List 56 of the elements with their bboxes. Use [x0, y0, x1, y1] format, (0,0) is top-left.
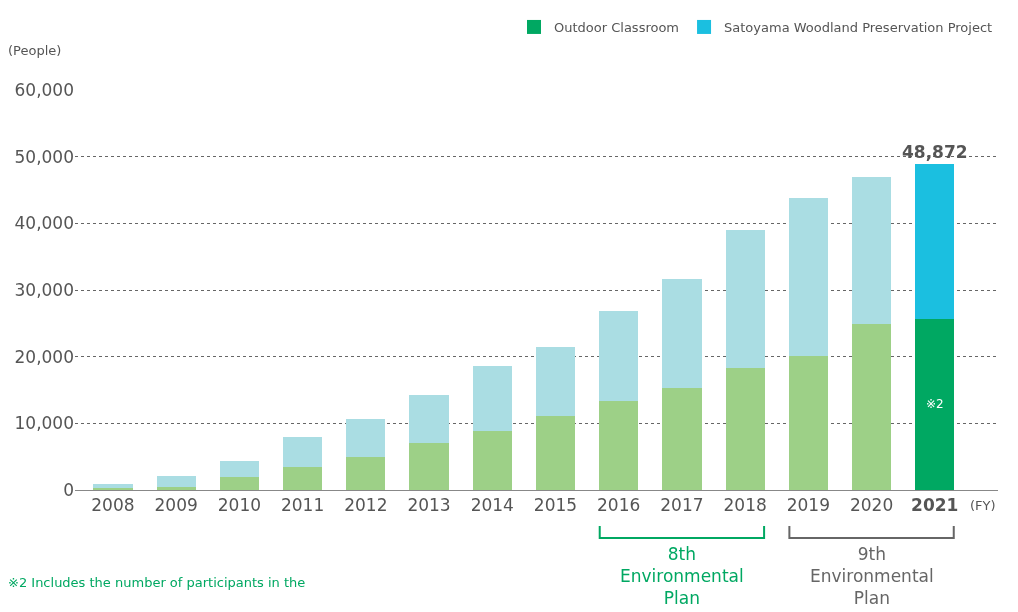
bar: [472, 430, 512, 490]
x-tick-label: 2020: [849, 495, 894, 516]
bar: [219, 476, 259, 490]
y-tick-label: 60,000: [14, 79, 74, 100]
x-axis-title: (FY): [970, 498, 996, 513]
text: 9th Environmental Plan: [810, 544, 934, 609]
text: ※2 Includes the number of participants in the: [8, 575, 306, 590]
total-label: 48,872: [902, 142, 968, 162]
y-tick-label: 20,000: [14, 346, 74, 367]
x-tick-label: 2009: [154, 495, 198, 516]
bar: [915, 164, 955, 319]
bar: [219, 461, 259, 477]
bar: [409, 443, 449, 490]
bar: [851, 176, 892, 324]
bar: [662, 388, 702, 490]
x-tick-label: 2021: [911, 495, 959, 516]
bar: [915, 318, 955, 490]
bar: [535, 416, 576, 490]
x-tick-label: 2016: [597, 495, 641, 516]
y-tick-label: 10,000: [14, 413, 74, 434]
x-tick-label: 2015: [533, 495, 578, 516]
y-tick-label: 30,000: [14, 279, 74, 300]
bar: [725, 368, 765, 490]
bar: [409, 394, 449, 444]
bar: [599, 311, 639, 402]
annotation: ※2: [926, 397, 944, 411]
x-tick-label: 2019: [786, 495, 830, 516]
x-tick-label: 2017: [660, 495, 704, 516]
x-tick-label: 2010: [217, 495, 261, 516]
y-tick-label: 50,000: [14, 146, 74, 167]
bar: [599, 401, 639, 490]
x-tick-label: 2011: [280, 495, 325, 516]
bar: [788, 356, 828, 490]
bar: [662, 278, 702, 388]
x-tick-label: 2008: [91, 495, 135, 516]
y-axis-title: (People): [8, 43, 62, 58]
y-tick-label: 40,000: [14, 213, 74, 234]
y-tick-label: 0: [63, 479, 74, 500]
bar: [851, 324, 892, 490]
text: 8th Environmental Plan: [620, 544, 744, 609]
bar: [346, 456, 386, 490]
bar: [535, 347, 576, 416]
x-tick-label: 2014: [470, 495, 514, 516]
bar: [346, 418, 386, 457]
bar: [156, 476, 196, 487]
bar: [282, 437, 323, 468]
bar: [788, 198, 828, 356]
x-tick-label: 2018: [723, 495, 767, 516]
bar: [725, 230, 765, 368]
bar: [282, 467, 323, 490]
bar: [472, 366, 512, 431]
legend-label: Outdoor Classroom: [554, 20, 680, 36]
x-tick-label: 2013: [407, 495, 451, 516]
bar: [93, 484, 133, 488]
legend-label: Satoyama Woodland Preservation Project: [724, 20, 993, 36]
x-tick-label: 2012: [344, 495, 388, 516]
